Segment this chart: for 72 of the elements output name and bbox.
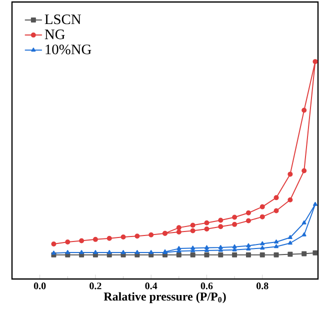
point	[176, 252, 182, 258]
point	[246, 218, 251, 224]
point	[51, 241, 56, 246]
point	[134, 234, 140, 239]
point	[302, 168, 307, 174]
x-tick-label: 0.0	[34, 282, 46, 290]
point	[260, 241, 265, 246]
point	[204, 252, 210, 258]
point	[148, 250, 154, 254]
point	[246, 243, 251, 248]
point	[79, 238, 84, 244]
legend-label: 10%NG	[46, 44, 92, 54]
x-tick-label: 0.4	[145, 282, 158, 290]
point	[302, 232, 306, 236]
point	[218, 244, 223, 249]
point	[246, 210, 251, 216]
point	[232, 222, 238, 227]
point	[274, 208, 279, 214]
x-tick-label: 0.8	[256, 282, 268, 290]
point	[232, 244, 237, 248]
point	[288, 172, 293, 177]
point	[107, 250, 112, 254]
point	[121, 250, 126, 254]
point	[190, 222, 196, 228]
point	[65, 250, 70, 254]
point	[274, 252, 279, 258]
point	[260, 246, 265, 250]
point	[274, 240, 279, 244]
point	[302, 251, 307, 256]
point	[246, 252, 251, 258]
point	[79, 250, 84, 254]
point	[190, 228, 196, 234]
x-tick-label: 0.6	[200, 282, 213, 290]
point	[176, 246, 182, 250]
point	[218, 224, 224, 230]
point	[302, 108, 307, 113]
point	[288, 197, 293, 202]
x-tick-label: 0.2	[90, 282, 102, 290]
point	[190, 252, 196, 258]
point	[288, 234, 292, 239]
point	[120, 234, 126, 240]
point	[204, 220, 210, 226]
point	[312, 250, 318, 256]
point	[65, 240, 70, 245]
point	[190, 246, 196, 250]
point	[218, 252, 224, 258]
legend-label: NG	[44, 30, 65, 40]
point	[106, 236, 112, 241]
point	[232, 252, 238, 258]
point	[274, 244, 279, 248]
point	[218, 218, 224, 223]
point	[176, 230, 182, 235]
point	[260, 252, 265, 258]
point	[274, 195, 279, 200]
point	[204, 226, 210, 232]
point	[312, 59, 318, 64]
point	[288, 252, 293, 257]
point	[204, 245, 209, 250]
point	[134, 250, 140, 254]
legend-label: LSCN	[44, 14, 81, 24]
point	[260, 214, 265, 220]
point	[93, 250, 98, 254]
point	[51, 250, 56, 255]
point	[260, 204, 265, 210]
x-axis-title: Ralative pressure (P/P$_{0}$)	[104, 292, 226, 304]
point	[92, 236, 98, 242]
point	[176, 225, 182, 230]
point	[288, 240, 292, 245]
point	[312, 202, 318, 206]
point	[232, 214, 238, 220]
point	[302, 220, 306, 224]
point	[148, 232, 154, 238]
